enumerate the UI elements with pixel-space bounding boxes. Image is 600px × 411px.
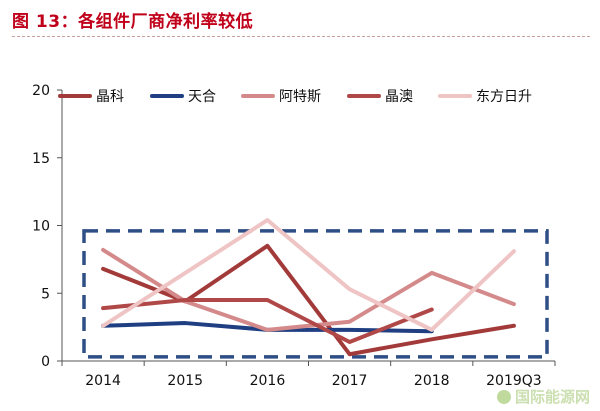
title-divider [12, 36, 590, 38]
series-layer [101, 218, 516, 357]
legend-label: 东方日升 [476, 89, 532, 105]
x-tick-label: 2016 [250, 373, 286, 389]
series-line-晶科 [101, 243, 516, 357]
legend-label: 晶科 [96, 89, 124, 105]
x-tick-label: 2015 [167, 373, 203, 389]
series-line-东方日升 [101, 218, 516, 332]
y-tick-label: 20 [32, 83, 50, 99]
watermark: 国际能源网 [496, 386, 590, 407]
x-tick-label: 2019Q3 [486, 373, 542, 389]
globe-icon [496, 390, 511, 404]
axes: 0 5 10 15 20 2014 2015 2016 2017 2018 2019Q3 [32, 83, 556, 389]
y-tick-label: 10 [32, 219, 50, 235]
highlight-box [82, 229, 549, 359]
legend: 晶科 天合 阿特斯 晶澳 东方日升 [58, 89, 532, 105]
x-tick-label: 2014 [85, 373, 121, 389]
legend-label: 阿特斯 [279, 89, 321, 105]
legend-label: 天合 [188, 89, 216, 105]
highlight-box-layer [82, 229, 549, 359]
y-tick-label: 0 [41, 354, 50, 370]
watermark-text: 国际能源网 [514, 388, 590, 406]
series-line-阿特斯 [101, 247, 516, 332]
chart-title: 图 13：各组件厂商净利率较低 [12, 12, 254, 32]
legend-label: 晶澳 [385, 89, 413, 105]
y-tick-label: 5 [41, 286, 50, 302]
series-line-晶澳 [101, 298, 434, 345]
x-tick-label: 2017 [332, 373, 368, 389]
x-tick-label: 2018 [414, 373, 450, 389]
y-tick-label: 15 [32, 151, 50, 167]
